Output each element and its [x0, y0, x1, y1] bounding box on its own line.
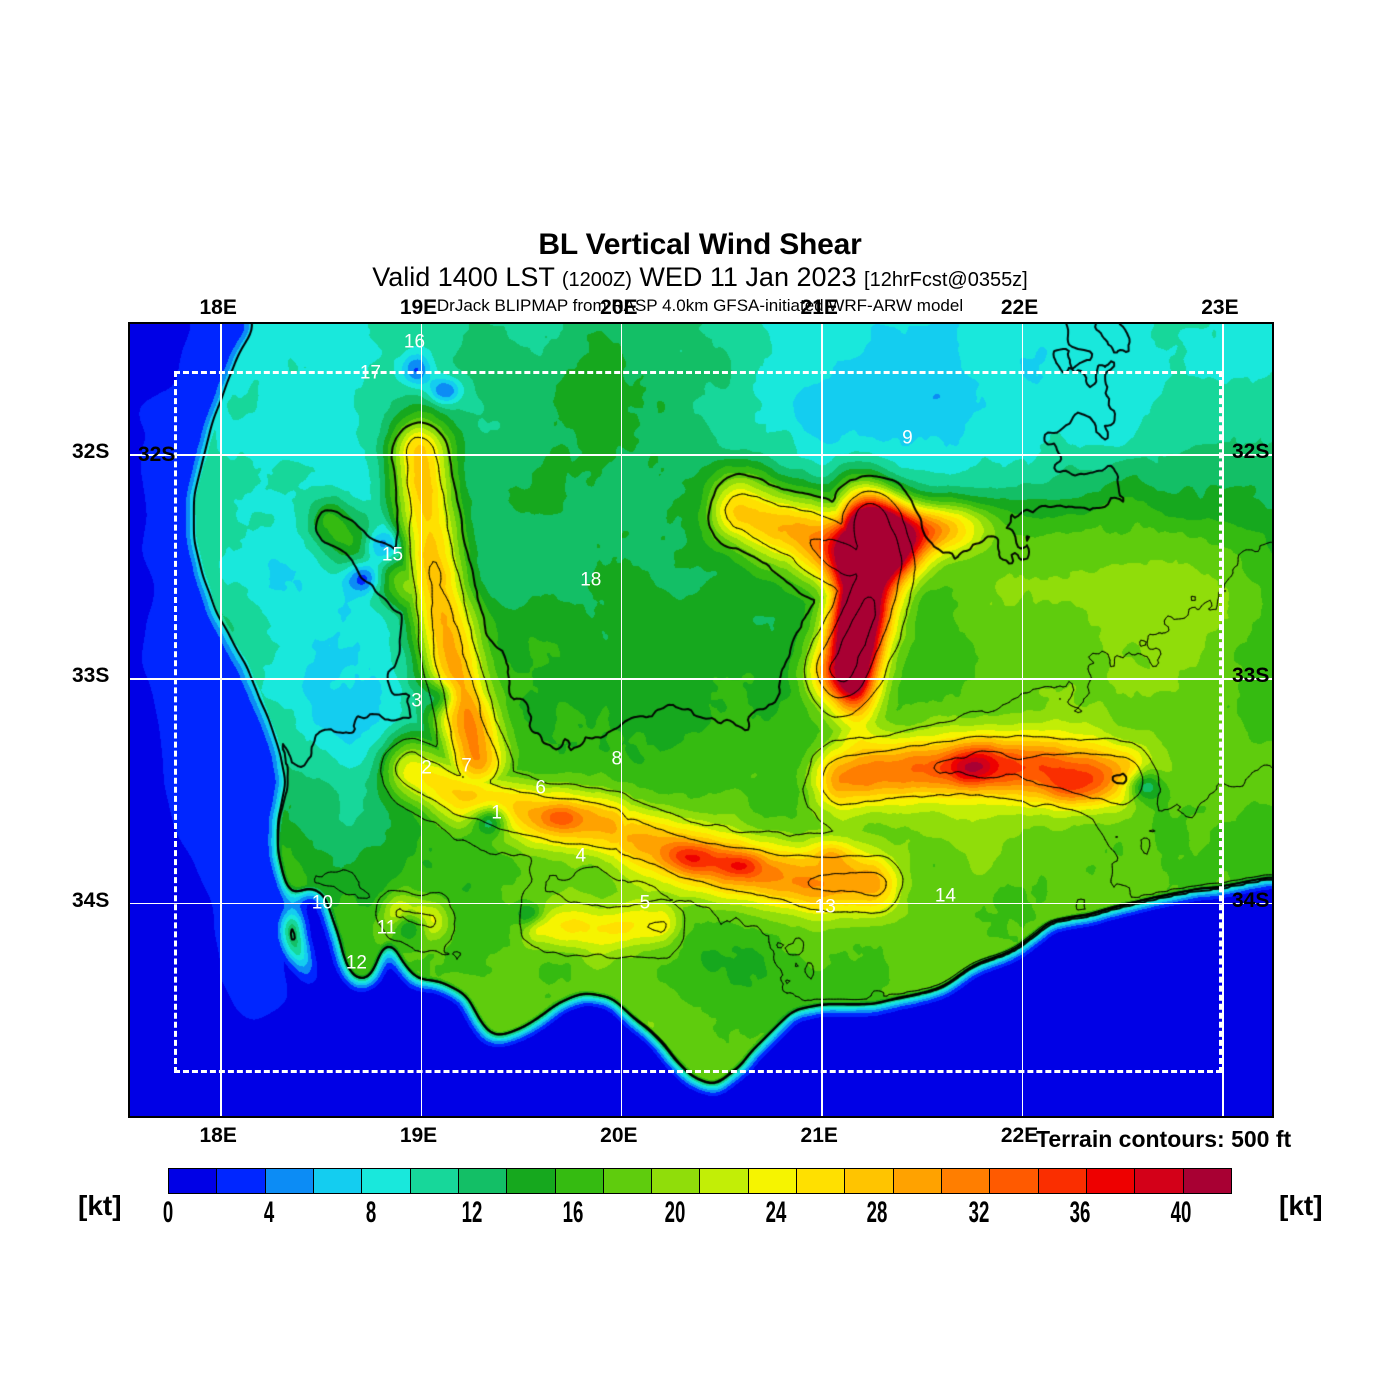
colorbar-swatch-4: [265, 1169, 314, 1193]
waypoint-label-7: 7: [461, 755, 472, 777]
model-subtitle: DrJack BLIPMAP from RASP 4.0km GFSA-init…: [436, 296, 964, 315]
colorbar-swatch-38: [1086, 1169, 1136, 1193]
lat-label-right-33S: 33S: [1232, 664, 1270, 688]
colorbar-swatch-32: [942, 1169, 991, 1193]
lat-label-right-34S: 34S: [1232, 888, 1270, 912]
colorbar-unit-left: [kt]: [78, 1190, 122, 1221]
colorbar-tick-36: 36: [1069, 1196, 1091, 1229]
lat-label-left-33S: 33S: [72, 664, 110, 688]
lon-label-top-22E: 22E: [1000, 296, 1039, 319]
colorbar-tick-32: 32: [968, 1196, 990, 1229]
waypoint-label-10: 10: [311, 892, 333, 914]
map-panel[interactable]: 1 2 3 4 5 6 7 8 9 10 11 12 13 14 15 16 17 18 32S: [128, 322, 1274, 1118]
colorbar-unit-right: [kt]: [1279, 1190, 1323, 1221]
colorbar-swatch-40: [1135, 1169, 1184, 1193]
colorbar-swatch-24: [748, 1169, 798, 1193]
colorbar-tick-40: 40: [1170, 1196, 1192, 1229]
colorbar-panel: [kt] 0 4 8 12 16 20 24 28 32 36 40 [kt]: [0, 1168, 1400, 1248]
waypoint-label-5: 5: [639, 892, 651, 914]
colorbar-swatch-42: [1183, 1169, 1231, 1193]
colorbar-tick-28: 28: [866, 1196, 888, 1229]
colorbar-swatch-18: [603, 1169, 653, 1193]
terrain-contour-note: Terrain contours: 500 ft: [1036, 1126, 1292, 1152]
colorbar-swatch-8: [362, 1169, 411, 1193]
colorbar-swatch-12: [458, 1169, 508, 1193]
lon-label-bottom-21E: 21E: [800, 1124, 838, 1147]
colorbar-tick-20: 20: [664, 1196, 686, 1229]
waypoint-label-18: 18: [580, 569, 602, 591]
colorbar-swatch-10: [410, 1169, 459, 1193]
lon-label-bottom-18E: 18E: [199, 1124, 237, 1147]
chart-title-block: BL Vertical Wind Shear Valid 1400 LST (1…: [0, 228, 1400, 317]
colorbar-swatch-36: [1038, 1169, 1087, 1193]
waypoint-label-8: 8: [611, 748, 623, 770]
waypoint-label-2: 2: [421, 757, 432, 779]
colorbar-swatch-26: [797, 1169, 846, 1193]
colorbar-tick-16: 16: [562, 1196, 584, 1229]
lat-label-right-32S: 32S: [1232, 440, 1270, 464]
lon-label-top-21E: 21E: [800, 296, 838, 319]
valid-time-line: Valid 1400 LST (1200Z) WED 11 Jan 2023 […: [0, 262, 1400, 295]
valid-time-zulu: (1200Z): [561, 269, 632, 291]
forecast-tag: [12hrFcst@0355z]: [864, 269, 1028, 291]
colorbar-swatch-30: [893, 1169, 942, 1193]
valid-time-prefix: Valid 1400 LST: [372, 262, 562, 292]
colorbar-swatch-0: [169, 1169, 218, 1193]
colorbar-tick-8: 8: [365, 1196, 376, 1229]
colorbar-swatch-14: [507, 1169, 556, 1193]
lon-label-top-20E: 20E: [600, 296, 638, 319]
waypoint-label-4: 4: [575, 845, 587, 867]
colorbar-swatch-20: [652, 1169, 701, 1193]
colorbar-swatch-2: [217, 1169, 266, 1193]
lon-label-bottom-20E: 20E: [600, 1124, 638, 1147]
colorbar-tick-12: 12: [461, 1196, 483, 1229]
waypoint-label-15: 15: [381, 544, 404, 566]
lon-label-top-23E: 23E: [1201, 296, 1239, 319]
colorbar-swatch-34: [990, 1169, 1039, 1193]
valid-date: WED 11 Jan 2023: [631, 262, 865, 292]
lat-label-inmap-32S: 32S: [138, 443, 176, 467]
lon-label-bottom-19E: 19E: [399, 1124, 438, 1147]
lat-label-left-32S: 32S: [72, 440, 110, 464]
waypoint-label-14: 14: [934, 885, 956, 907]
waypoint-label-3: 3: [411, 690, 422, 712]
waypoint-label-17: 17: [359, 362, 381, 384]
colorbar-swatch-6: [313, 1169, 363, 1193]
waypoint-label-13: 13: [814, 896, 836, 918]
lat-label-left-34S: 34S: [72, 888, 110, 912]
colorbar-swatch-16: [555, 1169, 604, 1193]
lon-label-bottom-22E: 22E: [1000, 1124, 1039, 1147]
lon-label-top-18E: 18E: [199, 296, 237, 319]
colorbar-tick-24: 24: [765, 1196, 787, 1229]
waypoint-label-9: 9: [902, 427, 913, 449]
waypoint-label-11: 11: [376, 917, 397, 939]
colorbar-tick-0: 0: [162, 1196, 174, 1229]
colorbar-tick-4: 4: [264, 1196, 275, 1229]
waypoint-label-1: 1: [491, 802, 502, 824]
colorbar-swatch-28: [845, 1169, 894, 1193]
waypoint-label-16: 16: [403, 331, 426, 353]
page-title: BL Vertical Wind Shear: [538, 228, 862, 261]
colorbar-swatch-22: [700, 1169, 749, 1193]
colorbar-gradient[interactable]: [168, 1168, 1232, 1194]
wind-shear-field: [130, 324, 1272, 1116]
waypoint-label-12: 12: [345, 952, 367, 974]
waypoint-label-6: 6: [535, 777, 547, 799]
lon-label-top-19E: 19E: [399, 296, 438, 319]
